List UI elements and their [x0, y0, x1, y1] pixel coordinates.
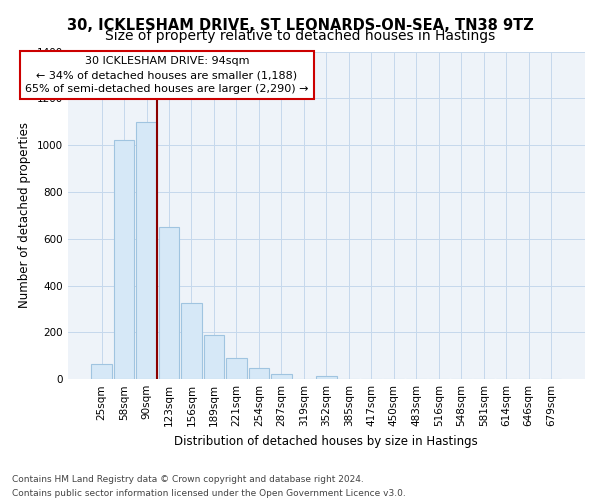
Y-axis label: Number of detached properties: Number of detached properties	[18, 122, 31, 308]
Bar	[114, 140, 134, 379]
Bar	[181, 303, 202, 379]
Bar	[158, 227, 179, 379]
Text: 30, ICKLESHAM DRIVE, ST LEONARDS-ON-SEA, TN38 9TZ: 30, ICKLESHAM DRIVE, ST LEONARDS-ON-SEA,…	[67, 18, 533, 32]
Bar	[203, 334, 224, 379]
Bar	[316, 376, 337, 379]
X-axis label: Distribution of detached houses by size in Hastings: Distribution of detached houses by size …	[175, 434, 478, 448]
Bar	[91, 364, 112, 379]
Bar	[248, 368, 269, 379]
Bar	[271, 374, 292, 379]
Text: Size of property relative to detached houses in Hastings: Size of property relative to detached ho…	[105, 29, 495, 43]
Text: 30 ICKLESHAM DRIVE: 94sqm
← 34% of detached houses are smaller (1,188)
65% of se: 30 ICKLESHAM DRIVE: 94sqm ← 34% of detac…	[25, 56, 308, 94]
Bar	[136, 122, 157, 379]
Text: Contains HM Land Registry data © Crown copyright and database right 2024.
Contai: Contains HM Land Registry data © Crown c…	[12, 476, 406, 498]
Bar	[226, 358, 247, 379]
